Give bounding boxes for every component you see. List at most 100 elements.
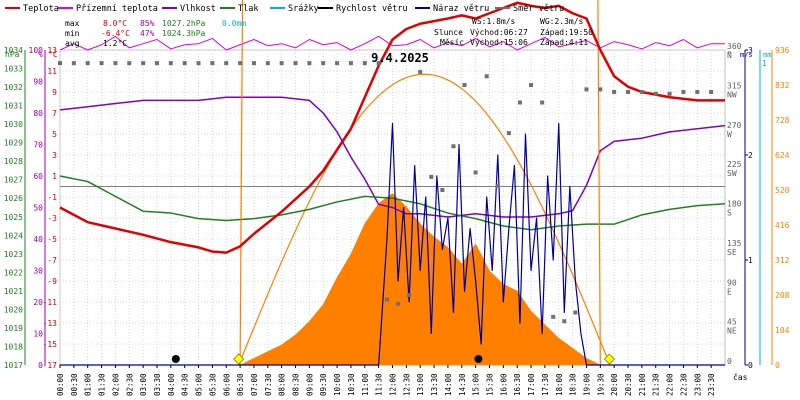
wind-direction-point: [58, 61, 62, 66]
time-tick-label: 20:30: [624, 373, 633, 396]
temp-tick-label: -17: [43, 361, 58, 370]
pct-tick-label: 30: [33, 267, 43, 276]
wm2-tick-label: 520: [775, 186, 790, 195]
hpa-tick-label: 1026: [4, 194, 23, 203]
dir-tick-dir: NE: [727, 327, 737, 336]
series-rychlost-vetru: [60, 122, 725, 366]
wind-direction-point: [529, 83, 534, 87]
moonrise-marker: [474, 355, 483, 363]
time-tick-label: 03:00: [139, 373, 148, 396]
wind-direction-point: [584, 87, 589, 92]
hpa-tick-label: 1019: [4, 324, 23, 333]
wind-direction-point: [265, 61, 270, 66]
stats-avg-temp: 1.2°C: [103, 39, 127, 48]
wind-direction-point: [384, 297, 389, 302]
wind-direction-point: [210, 61, 215, 66]
hpa-tick-label: 1029: [4, 139, 23, 148]
pct-tick-label: 40: [33, 235, 43, 244]
stats-min-press: 1024.3hPa: [162, 29, 206, 38]
time-tick-label: 18:00: [555, 373, 564, 396]
dir-tick-deg: 180: [727, 200, 742, 209]
series-vlhkost: [59, 96, 726, 218]
wind-direction-point: [473, 170, 478, 175]
wm2-tick-label: 728: [775, 116, 790, 125]
dir-tick-dir: E: [727, 287, 732, 296]
time-tick-label: 19:00: [582, 373, 591, 396]
wind-direction-point: [71, 61, 76, 66]
dir-tick-deg: 225: [727, 160, 742, 169]
hpa-tick-label: 1021: [4, 287, 23, 296]
wind-direction-point: [709, 90, 714, 94]
time-tick-label: 21:00: [638, 373, 647, 396]
wind-direction-point: [653, 91, 658, 96]
deg-unit-label: °: [727, 50, 732, 59]
dir-tick-dir: SW: [727, 169, 737, 178]
wm2-tick-label: 936: [775, 46, 790, 55]
temp-tick-label: 11: [47, 67, 57, 76]
pct-tick-label: 60: [33, 172, 43, 181]
wind-direction-point: [321, 61, 326, 66]
wind-direction-point: [573, 310, 578, 315]
temp-tick-label: 3: [52, 151, 57, 160]
time-tick-label: 06:00: [222, 373, 231, 396]
time-tick-label: 05:30: [208, 373, 217, 396]
wind-direction-point: [348, 61, 353, 66]
temp-tick-label: -3: [47, 214, 57, 223]
wind-direction-point: [667, 91, 672, 96]
hpa-tick-label: 1031: [4, 102, 23, 111]
dir-tick-deg: 360: [727, 42, 742, 51]
dir-tick-deg: 45: [727, 318, 737, 327]
wind-direction-point: [484, 74, 489, 79]
stats-max-hum: 85%: [140, 19, 155, 28]
temp-tick-label: -9: [47, 277, 57, 286]
time-tick-label: 00:30: [70, 373, 79, 396]
stats-mesic-vychod: Východ:15:06: [470, 38, 528, 47]
time-tick-label: 11:30: [375, 373, 384, 396]
stats-avg-label: avg: [65, 39, 80, 48]
mm-unit-label: mm: [763, 51, 771, 59]
time-tick-label: 04:30: [181, 373, 190, 396]
clear-sky-curve: [238, 73, 611, 366]
wind-direction-point: [307, 61, 312, 66]
temp-tick-label: 1: [52, 172, 57, 181]
hpa-tick-label: 1028: [4, 157, 23, 166]
dir-tick-deg: 90: [727, 278, 737, 287]
temp-tick-label: 5: [52, 130, 57, 139]
sunset-marker: [603, 353, 616, 365]
time-tick-label: 23:00: [693, 373, 702, 396]
time-tick-label: 09:30: [319, 373, 328, 396]
time-tick-label: 15:00: [472, 373, 481, 396]
ms-tick-label: 2: [748, 151, 753, 160]
hpa-tick-label: 1034: [4, 46, 23, 55]
temp-tick-label: -15: [43, 340, 58, 349]
stats-panel: max 8.0°C 85% 1027.2hPa 0.0mm min -6.4°C 47% 102…: [65, 17, 593, 48]
time-tick-label: 02:30: [125, 373, 134, 396]
stats-slunce-vychod: Východ:06:27: [470, 28, 528, 37]
wm2-tick-label: 416: [775, 221, 790, 230]
wind-direction-point: [168, 61, 173, 66]
dir-tick-dir: N: [727, 51, 732, 60]
time-tick-label: 18:30: [569, 373, 578, 396]
wind-direction-point: [224, 61, 229, 66]
clear-sky-radiation-curve: [238, 73, 611, 366]
temp-tick-label: -11: [43, 298, 58, 307]
wind-direction-point: [440, 188, 445, 192]
wind-direction-point: [396, 301, 401, 306]
time-tick-label: 13:00: [416, 373, 425, 396]
wind-direction-point: [279, 61, 284, 66]
stats-mesic-zapad: Západ:4:11: [540, 38, 588, 47]
wind-direction-point: [517, 100, 522, 105]
temp-tick-label: 7: [52, 109, 57, 118]
stats-min-label: min: [65, 29, 80, 38]
pct-tick-label: 70: [33, 141, 43, 150]
time-tick-label: 13:30: [430, 373, 439, 396]
time-tick-label: 16:30: [513, 373, 522, 396]
stats-max-label: max: [65, 19, 80, 28]
hpa-tick-label: 1033: [4, 65, 23, 74]
ms-tick-label: 1: [748, 256, 753, 265]
wind-direction-point: [639, 90, 644, 94]
wind-direction-point: [362, 61, 367, 66]
time-tick-label: 17:00: [527, 373, 536, 396]
time-tick-label: 19:30: [596, 373, 605, 396]
